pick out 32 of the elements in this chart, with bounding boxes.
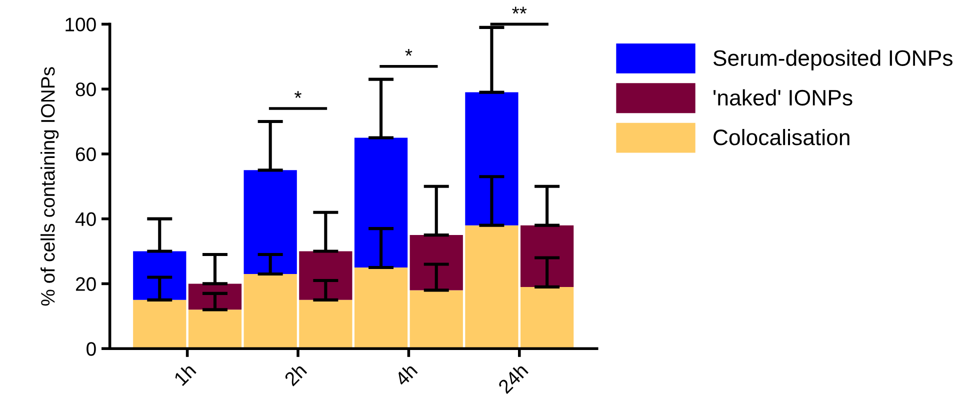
bar [465, 92, 518, 226]
bar [410, 235, 463, 290]
legend-label: 'naked' IONPs [714, 89, 852, 106]
legend-label: Serum-deposited IONPs [713, 50, 952, 70]
y-tick-label: 100 [66, 18, 96, 32]
legend-label: Colocalisation [714, 128, 850, 146]
bar [465, 225, 518, 349]
y-axis-title: % of cells containing IONPs [40, 67, 59, 306]
bar [410, 290, 463, 349]
bar [188, 310, 242, 349]
x-tick-label: 4h [394, 362, 418, 387]
bar [354, 267, 408, 349]
y-tick-label: 0 [86, 342, 96, 356]
y-tick-label: 20 [76, 277, 96, 291]
y-tick-label: 60 [76, 147, 96, 162]
bar [299, 251, 352, 300]
bar [520, 286, 574, 349]
bar [133, 300, 186, 349]
bar [133, 251, 186, 300]
bar [299, 300, 352, 349]
bar [354, 138, 408, 268]
x-tick-label: 1h [173, 362, 196, 386]
text: ** [512, 6, 527, 14]
bar [244, 274, 297, 349]
bar [244, 170, 297, 274]
y-tick-label: 80 [76, 82, 96, 96]
bar [520, 225, 574, 287]
x-tick-label: 2h [283, 362, 308, 386]
annotation: * [294, 91, 302, 98]
x-tick-label: 24h [497, 362, 528, 394]
y-tick-label: 40 [75, 212, 96, 226]
annotation: * [405, 48, 412, 56]
